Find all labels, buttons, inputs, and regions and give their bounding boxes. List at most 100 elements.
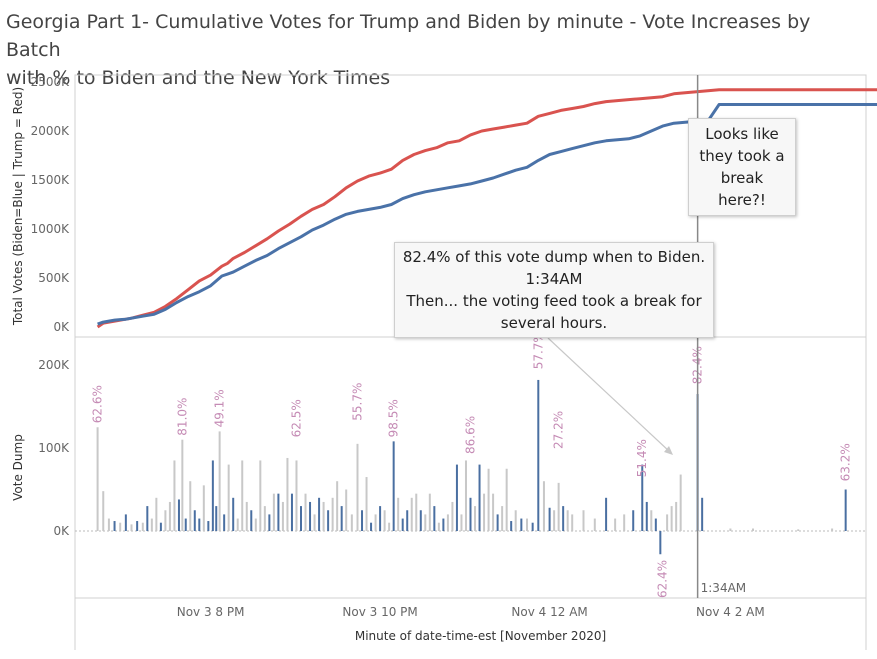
annotation-dump: 82.4% of this vote dump when to Biden. 1… [394, 242, 714, 338]
bar-biden [340, 506, 343, 531]
batch-percent-label: 81.0% [175, 398, 189, 436]
batch-percent-label: 51.4% [635, 439, 649, 477]
bar-trump [571, 514, 574, 531]
bar-trump [150, 518, 153, 531]
bar-biden [309, 501, 312, 531]
annotation-dump-line-1: 82.4% of this vote dump when to Biden. [402, 248, 706, 266]
bar-series-group [96, 379, 847, 555]
bar-trump [304, 493, 307, 531]
bar-biden [496, 514, 499, 531]
x-axis: Nov 3 8 PM Nov 3 10 PM Nov 4 12 AM Nov 4 2 … [177, 605, 765, 643]
marker-label: 1:34AM [701, 581, 747, 595]
bar-trump [202, 485, 205, 531]
bar-trump [446, 514, 449, 531]
batch-percent-label: 63.2% [839, 443, 853, 481]
chart-title-line-1: Georgia Part 1- Cumulative Votes for Tru… [6, 11, 811, 61]
top-y-tick-label: 500K [38, 271, 70, 285]
bar-trump [259, 460, 262, 531]
bar-biden [510, 521, 513, 531]
bar-trump [356, 443, 359, 531]
bar-trump [227, 464, 230, 531]
annotation-break: Looks like they took a break here?! [688, 118, 796, 216]
line-series-trump [96, 88, 877, 329]
bottom-y-tick-label: 100K [38, 441, 70, 455]
top-y-axis: 0K 500K 1000K 1500K 2000K 2500K Total Votes (B… [11, 75, 70, 334]
batch-percent-label: 55.7% [351, 383, 365, 421]
bar-trump [155, 497, 158, 531]
annotation-dump-line-2: 1:34AM [525, 270, 583, 288]
bar-trump [437, 522, 440, 531]
bar-trump [236, 518, 239, 531]
bar-trump [263, 506, 266, 531]
x-tick-label: Nov 4 12 AM [511, 605, 587, 619]
annotation-arrow [547, 337, 673, 455]
bar-biden [406, 510, 409, 531]
bar-biden [198, 518, 201, 531]
bar-trump [451, 501, 454, 531]
bar-trump [365, 477, 368, 531]
bar-trump [487, 468, 490, 531]
bar-biden [146, 506, 149, 531]
bar-trump [322, 501, 325, 531]
annotation-dump-line-3: Then... the voting feed took a break for [406, 292, 702, 310]
bar-trump [424, 514, 427, 531]
bar-trump [542, 481, 545, 531]
bar-trump [141, 522, 144, 531]
bar-biden [300, 506, 302, 531]
annotation-break-line-4: here?! [718, 191, 766, 209]
bar-trump [501, 506, 504, 531]
bar-trump [514, 510, 517, 531]
bar-trump [96, 427, 99, 531]
bar-biden [433, 506, 436, 531]
top-y-tick-label: 2500K [31, 75, 71, 89]
annotation-break-line-2: they took a [699, 147, 785, 165]
batch-percent-label: 27.2% [552, 411, 566, 449]
batch-percent-label: 49.1% [213, 389, 227, 427]
bar-biden [401, 518, 404, 531]
batch-percent-label: 62.4% [656, 560, 670, 598]
bar-trump [729, 528, 732, 531]
bar-biden [193, 510, 196, 531]
bar-biden [159, 522, 162, 531]
bar-trump [345, 489, 348, 531]
x-tick-label: Nov 4 2 AM [696, 605, 765, 619]
bar-trump [428, 493, 431, 531]
bar-biden [370, 522, 373, 531]
bar-biden [223, 514, 226, 531]
bar-trump [241, 460, 244, 531]
bar-biden [562, 506, 565, 531]
bar-trump [388, 522, 391, 531]
annotation-dump-line-4: several hours. [500, 314, 608, 332]
bar-biden [379, 506, 382, 531]
batch-percent-label: 62.6% [91, 385, 105, 423]
bar-trump [107, 518, 110, 531]
bar-trump [295, 460, 298, 531]
bar-biden [654, 518, 657, 531]
bottom-panel-frame [74, 336, 867, 599]
bar-trump [130, 524, 133, 531]
bar-biden [537, 379, 540, 531]
bar-trump [483, 493, 486, 531]
bar-biden [548, 507, 551, 531]
bottom-y-tick-label: 200K [38, 358, 70, 372]
bar-trump [181, 439, 184, 531]
bar-biden [124, 514, 127, 531]
batch-percent-label: 62.5% [289, 399, 303, 437]
bar-trump [505, 468, 508, 531]
bar-trump [336, 481, 339, 531]
bar-biden [659, 531, 662, 555]
bar-trump [582, 510, 585, 531]
x-tick-label: Nov 3 10 PM [342, 605, 417, 619]
bar-trump [218, 431, 221, 531]
bar-trump [410, 497, 413, 531]
bar-biden [641, 464, 644, 531]
batch-percent-label: 98.5% [387, 399, 401, 437]
percent-label-group: 62.6% 81.0% 49.1% 62.5% 55.7% 98.5% 86.6% 57.7%… [91, 331, 853, 598]
line-series-biden [97, 103, 877, 326]
bar-trump [350, 514, 353, 531]
bottom-y-tick-label: 0K [53, 524, 70, 538]
bar-biden [442, 518, 445, 531]
bar-trump [474, 506, 477, 531]
bar-trump [526, 518, 528, 531]
bar-biden [207, 521, 210, 531]
